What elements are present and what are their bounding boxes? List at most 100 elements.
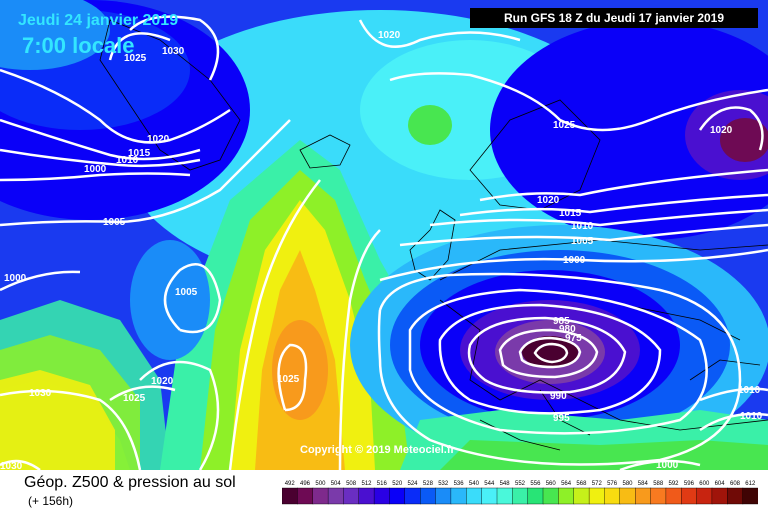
iso-1025-nw: 1025 [124,53,147,64]
legend-value: 512 [361,481,372,487]
legend-swatch [312,487,329,505]
iso-990-low: 990 [550,391,567,402]
legend-value: 592 [668,481,679,487]
forecast-time: 7:00 locale [22,33,135,58]
legend-value: 508 [346,481,357,487]
legend-value: 572 [592,481,603,487]
legend-value: 588 [653,481,664,487]
legend-value: 504 [331,481,342,487]
legend-value: 604 [715,481,726,487]
iso-1030-sw: 1030 [29,388,52,399]
legend-swatch [650,487,667,505]
iso-1000-low: 1000 [563,255,586,266]
isobars [0,15,768,470]
legend-swatch [619,487,636,505]
legend-swatch [711,487,728,505]
legend-value: 564 [561,481,572,487]
iso-1000-west: 1000 [4,273,27,284]
iso-1025-high: 1025 [277,374,300,385]
legend-swatch [450,487,467,505]
legend-swatch [512,487,529,505]
iso-1010-east2: 1010 [740,411,763,422]
legend-swatch [573,487,590,505]
isobar-labels: 1030 1025 1020 1020 1020 1015 1010 1000 … [0,30,763,470]
legend-value: 576 [607,481,618,487]
legend-swatch [727,487,744,505]
legend-value: 600 [699,481,710,487]
legend-value: 524 [407,481,418,487]
iso-1025-sw: 1025 [123,393,146,404]
model-run-label: Run GFS 18 Z du Jeudi 17 janvier 2019 [470,8,758,28]
legend-swatch [481,487,498,505]
iso-1010-low: 1010 [571,221,594,232]
legend-swatch [373,487,390,505]
legend-swatch [527,487,544,505]
iso-985-low: 985 [553,316,570,327]
legend-swatch [604,487,621,505]
iso-980-low: 980 [559,324,576,335]
legend-value: 520 [392,481,403,487]
iso-975-low: 975 [565,333,582,344]
iso-1020-sw: 1020 [151,376,174,387]
iso-1020-nw: 1020 [147,134,170,145]
legend-value: 608 [730,481,741,487]
copyright: Copyright © 2019 Meteociel.fr [300,444,455,456]
legend-swatch [496,487,513,505]
legend-swatch [435,487,452,505]
iso-1015-nw: 1015 [128,148,151,159]
iso-1005-low: 1005 [571,236,594,247]
iso-1000-se: 1000 [656,460,679,470]
legend-swatch [665,487,682,505]
legend-value: 496 [300,481,311,487]
legend-swatch [419,487,437,505]
iso-1010-nw: 1010 [116,155,139,166]
legend-value: 516 [377,481,388,487]
legend-value: 612 [745,481,756,487]
legend-value: 492 [285,481,296,487]
legend-swatch [696,487,713,505]
legend-value: 552 [515,481,526,487]
iso-1025-norway: 1025 [553,120,576,131]
forecast-lead: (+ 156h) [28,494,74,508]
legend-swatch [327,487,344,505]
legend-swatch [635,487,652,505]
legend-swatch [404,487,421,505]
iso-1010-east: 1010 [738,385,761,396]
legend-swatch [588,487,606,505]
legend-value: 584 [638,481,649,487]
legend-swatch [282,487,298,505]
legend-swatch [343,487,360,505]
iso-1020-north: 1020 [378,30,401,41]
legend-swatch [681,487,698,505]
iso-1020-low: 1020 [537,195,560,206]
legend-swatch [542,487,559,505]
iso-1005-mid: 1005 [103,217,126,228]
legend-value: 568 [576,481,587,487]
iso-995-low: 995 [553,413,570,424]
legend-value: 560 [546,481,557,487]
iso-1020-ne: 1020 [710,125,733,136]
legend-value: 548 [500,481,511,487]
legend-swatch [297,487,314,505]
legend-value: 556 [530,481,541,487]
legend-value: 500 [315,481,326,487]
footer: Géop. Z500 & pression au sol (+ 156h) 49… [0,470,768,512]
iso-1005-atl: 1005 [175,287,198,298]
legend-value: 540 [469,481,480,487]
iso-1030-nw: 1030 [162,46,185,57]
legend-value: 528 [423,481,434,487]
legend-value: 580 [622,481,633,487]
iso-1030-corner: 1030 [0,461,23,470]
iso-1000-nw: 1000 [84,164,107,175]
color-legend: 492 496 500 504 508 512 516 520 524 528 532 536 540 5… [282,481,758,505]
legend-value: 544 [484,481,495,487]
weather-map: 1030 1025 1020 1020 1020 1015 1010 1000 … [0,0,768,470]
legend-swatch [389,487,406,505]
forecast-date: Jeudi 24 janvier 2019 [18,12,179,29]
legend-swatch [358,487,375,505]
map-title: Géop. Z500 & pression au sol [24,474,236,491]
iso-1015-low: 1015 [559,208,582,219]
legend-value: 536 [454,481,465,487]
legend-swatch [742,487,758,505]
legend-value: 532 [438,481,449,487]
